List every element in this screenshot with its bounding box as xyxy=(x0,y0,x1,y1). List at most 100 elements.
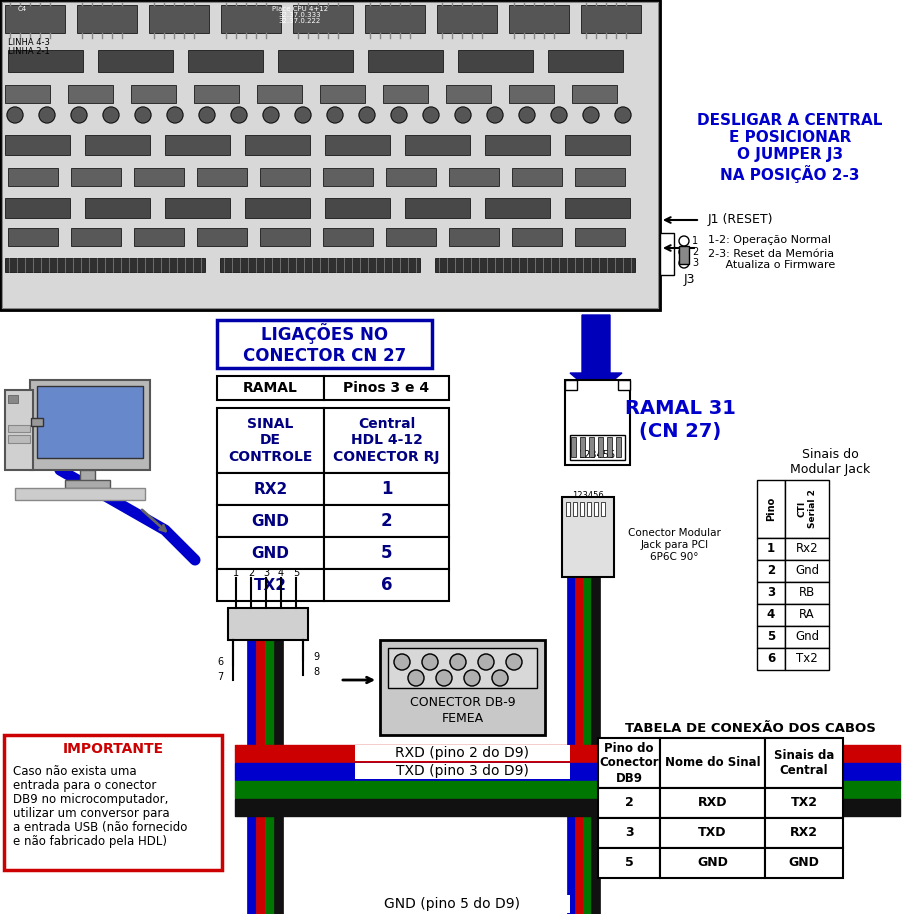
Text: Gnd: Gnd xyxy=(795,565,819,578)
Bar xyxy=(8,168,58,186)
Bar xyxy=(446,85,491,103)
Bar xyxy=(565,135,630,155)
Bar xyxy=(785,480,829,538)
Bar xyxy=(618,380,630,390)
Bar xyxy=(616,437,621,457)
Text: 32.37.0.333: 32.37.0.333 xyxy=(279,12,321,18)
Bar xyxy=(449,228,499,246)
Text: 5: 5 xyxy=(381,544,393,562)
FancyArrow shape xyxy=(570,315,622,395)
Bar xyxy=(485,135,550,155)
Bar xyxy=(324,376,449,400)
Text: Nome do Sinal: Nome do Sinal xyxy=(664,757,760,770)
Bar xyxy=(757,560,785,582)
Bar xyxy=(0,0,660,310)
Bar xyxy=(217,569,324,601)
Bar xyxy=(197,228,247,246)
Bar xyxy=(757,648,785,670)
Circle shape xyxy=(487,107,503,123)
Text: Central
HDL 4-12
CONECTOR RJ: Central HDL 4-12 CONECTOR RJ xyxy=(334,418,440,463)
Circle shape xyxy=(422,654,438,670)
Bar xyxy=(565,380,630,465)
Circle shape xyxy=(263,107,279,123)
Text: Sinais da
Central: Sinais da Central xyxy=(774,749,834,777)
Text: utilizar um conversor para: utilizar um conversor para xyxy=(13,807,170,820)
Bar xyxy=(324,569,449,601)
Bar xyxy=(765,788,843,818)
Bar xyxy=(323,228,373,246)
Text: 3: 3 xyxy=(767,587,775,600)
Bar xyxy=(131,85,176,103)
Bar xyxy=(8,50,83,72)
Text: 2: 2 xyxy=(692,247,698,257)
Text: 1: 1 xyxy=(381,480,393,498)
Bar xyxy=(8,435,30,443)
Text: J3: J3 xyxy=(684,273,695,286)
Circle shape xyxy=(615,107,631,123)
Bar xyxy=(580,437,585,457)
Bar xyxy=(449,168,499,186)
Bar xyxy=(757,582,785,604)
Bar xyxy=(587,502,591,516)
Text: C4: C4 xyxy=(18,6,27,12)
Bar xyxy=(757,604,785,626)
Circle shape xyxy=(455,107,471,123)
Bar xyxy=(679,246,689,264)
Text: Pino do
Conector
DB9: Pino do Conector DB9 xyxy=(599,741,659,784)
Bar xyxy=(660,848,765,878)
Bar xyxy=(383,85,428,103)
Circle shape xyxy=(679,236,689,246)
Text: Sinais do
Modular Jack: Sinais do Modular Jack xyxy=(790,448,870,476)
Bar xyxy=(220,258,420,272)
Text: LIGAÇÕES NO
CONECTOR CN 27: LIGAÇÕES NO CONECTOR CN 27 xyxy=(243,324,406,365)
Text: 2-3: Reset da Memória: 2-3: Reset da Memória xyxy=(708,249,834,259)
Text: 6: 6 xyxy=(767,653,775,665)
Bar xyxy=(245,198,310,218)
Circle shape xyxy=(167,107,183,123)
Bar xyxy=(785,648,829,670)
Bar xyxy=(757,480,785,538)
Bar xyxy=(71,228,121,246)
Bar xyxy=(785,538,829,560)
Text: 1: 1 xyxy=(692,236,698,246)
Bar xyxy=(320,85,365,103)
Bar xyxy=(660,818,765,848)
Bar xyxy=(785,582,829,604)
Bar xyxy=(598,788,660,818)
Bar xyxy=(5,198,70,218)
Text: GND: GND xyxy=(789,856,819,869)
Bar xyxy=(594,502,598,516)
Text: 8: 8 xyxy=(313,667,319,677)
Bar xyxy=(5,85,50,103)
Bar xyxy=(598,437,603,457)
Circle shape xyxy=(519,107,535,123)
Text: 7: 7 xyxy=(216,672,223,682)
Text: DB9 no microcomputador,: DB9 no microcomputador, xyxy=(13,793,168,806)
Text: RAMAL: RAMAL xyxy=(243,381,297,395)
Bar xyxy=(30,380,150,470)
Text: GND: GND xyxy=(252,546,289,560)
Circle shape xyxy=(103,107,119,123)
Bar xyxy=(221,5,281,33)
Bar xyxy=(324,408,449,473)
Bar xyxy=(80,470,95,482)
Text: GND (pino 5 do D9): GND (pino 5 do D9) xyxy=(384,897,520,911)
Text: TX2: TX2 xyxy=(791,796,817,810)
Circle shape xyxy=(359,107,375,123)
Circle shape xyxy=(327,107,343,123)
Circle shape xyxy=(408,670,424,686)
Text: TXD: TXD xyxy=(698,826,727,839)
Bar xyxy=(85,135,150,155)
Bar xyxy=(324,505,449,537)
Bar xyxy=(257,85,302,103)
Text: 2: 2 xyxy=(624,796,634,810)
Bar xyxy=(388,648,537,688)
Bar xyxy=(293,5,353,33)
Text: RA: RA xyxy=(799,609,814,622)
Circle shape xyxy=(394,654,410,670)
Bar xyxy=(217,376,324,400)
Bar xyxy=(278,50,353,72)
Text: 2: 2 xyxy=(767,565,775,578)
Circle shape xyxy=(583,107,599,123)
Text: 2: 2 xyxy=(381,512,393,530)
